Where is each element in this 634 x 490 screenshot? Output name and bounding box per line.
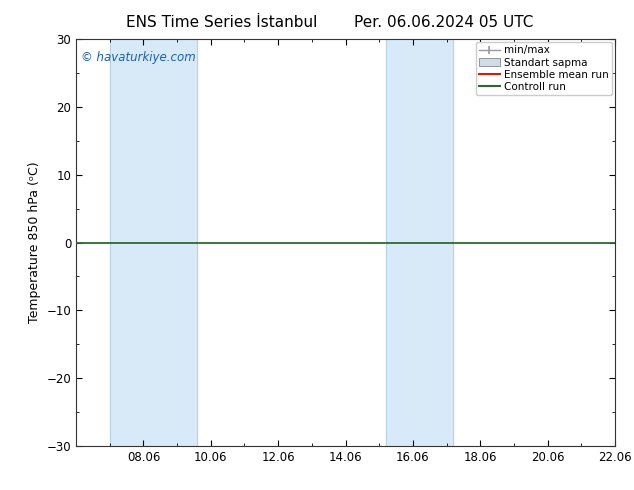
Bar (386, 39, 453, 446)
Text: © havaturkiye.com: © havaturkiye.com (81, 51, 196, 64)
Bar (110, 39, 197, 446)
Legend: min/max, Standart sapma, Ensemble mean run, Controll run: min/max, Standart sapma, Ensemble mean r… (476, 42, 612, 95)
Text: ENS Time Series İstanbul: ENS Time Series İstanbul (126, 15, 318, 30)
Y-axis label: Temperature 850 hPa (ᵒC): Temperature 850 hPa (ᵒC) (28, 162, 41, 323)
Text: Per. 06.06.2024 05 UTC: Per. 06.06.2024 05 UTC (354, 15, 533, 30)
